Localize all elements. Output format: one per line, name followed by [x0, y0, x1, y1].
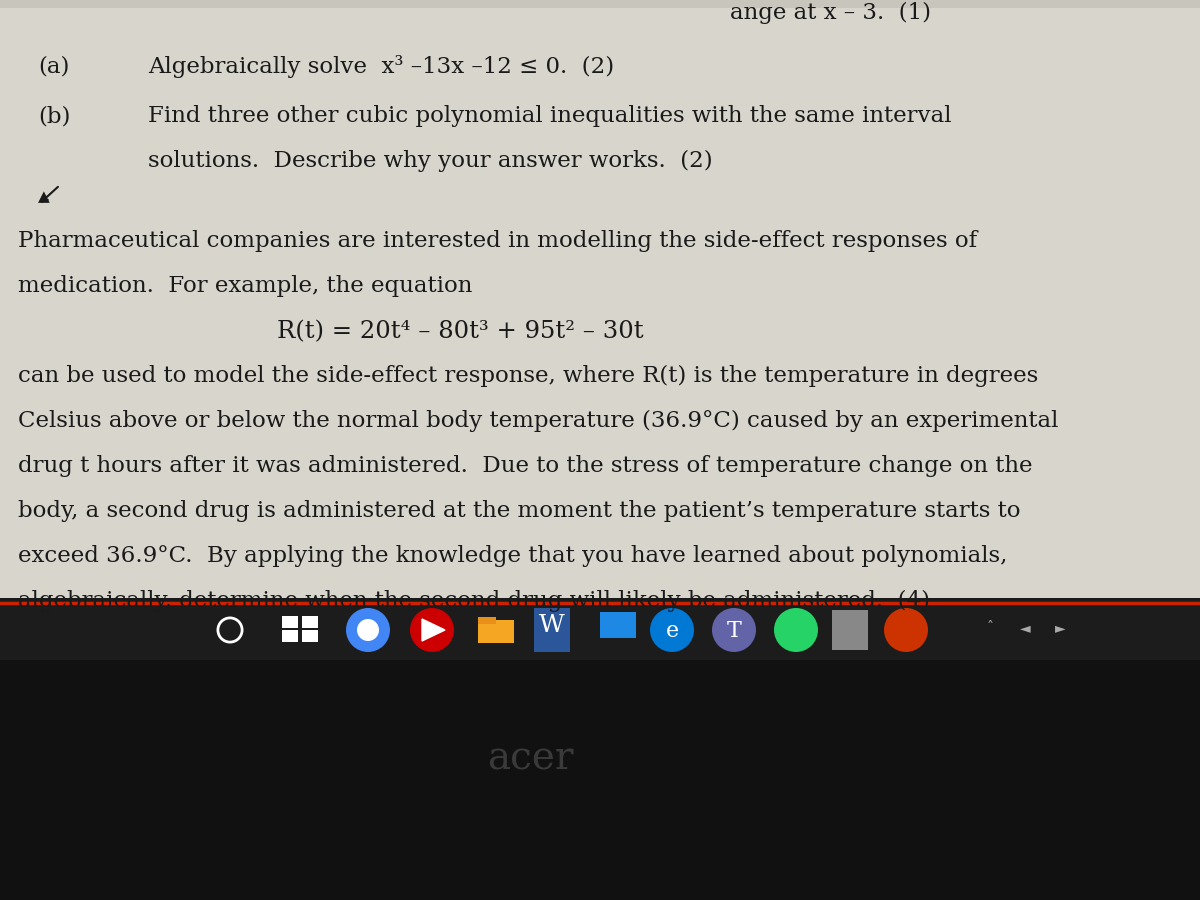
Text: Find three other cubic polynomial inequalities with the same interval: Find three other cubic polynomial inequa…	[148, 105, 952, 127]
Bar	[600, 612, 636, 638]
Circle shape	[410, 608, 454, 652]
Text: (b): (b)	[38, 105, 71, 127]
Bar	[302, 630, 318, 642]
Text: Algebraically solve  x³ –13x –12 ≤ 0.  (2): Algebraically solve x³ –13x –12 ≤ 0. (2)	[148, 55, 614, 78]
Circle shape	[358, 619, 379, 641]
Text: body, a second drug is administered at the moment the patient’s temperature star: body, a second drug is administered at t…	[18, 500, 1020, 522]
Text: W: W	[539, 614, 565, 637]
Bar	[0, 0, 1200, 598]
Text: ange at x – 3.  (1): ange at x – 3. (1)	[730, 2, 931, 24]
Bar	[282, 616, 298, 628]
Text: medication.  For example, the equation: medication. For example, the equation	[18, 275, 473, 297]
Text: ▲: ▲	[38, 190, 49, 204]
Bar	[0, 660, 1200, 900]
Circle shape	[346, 608, 390, 652]
Text: ►: ►	[1055, 621, 1066, 635]
Text: Pharmaceutical companies are interested in modelling the side-effect responses o: Pharmaceutical companies are interested …	[18, 230, 977, 252]
Text: drug t hours after it was administered.  Due to the stress of temperature change: drug t hours after it was administered. …	[18, 455, 1032, 477]
Text: can be used to model the side-effect response, where R(t) is the temperature in : can be used to model the side-effect res…	[18, 365, 1038, 387]
Text: ◄: ◄	[1020, 621, 1031, 635]
Bar	[478, 620, 514, 643]
Bar	[478, 617, 496, 624]
Text: algebraically, determine when the second drug will likely be administered.  (4): algebraically, determine when the second…	[18, 590, 930, 612]
Text: acer: acer	[487, 740, 574, 777]
Text: R(t) = 20t⁴ – 80t³ + 95t² – 30t: R(t) = 20t⁴ – 80t³ + 95t² – 30t	[277, 320, 643, 343]
Text: e: e	[666, 620, 678, 642]
Bar	[0, 600, 1200, 660]
Polygon shape	[422, 619, 445, 641]
Text: T: T	[726, 620, 742, 642]
Circle shape	[712, 608, 756, 652]
Bar	[832, 610, 868, 650]
Circle shape	[884, 608, 928, 652]
Bar	[534, 608, 570, 652]
Circle shape	[774, 608, 818, 652]
Circle shape	[650, 608, 694, 652]
Text: Celsius above or below the normal body temperature (36.9°C) caused by an experim: Celsius above or below the normal body t…	[18, 410, 1058, 432]
Bar	[0, 0, 1200, 8]
Bar	[302, 616, 318, 628]
Text: ˆ: ˆ	[986, 621, 994, 635]
Text: solutions.  Describe why your answer works.  (2): solutions. Describe why your answer work…	[148, 150, 713, 172]
Bar	[282, 630, 298, 642]
Text: exceed 36.9°C.  By applying the knowledge that you have learned about polynomial: exceed 36.9°C. By applying the knowledge…	[18, 545, 1007, 567]
Text: (a): (a)	[38, 55, 70, 77]
